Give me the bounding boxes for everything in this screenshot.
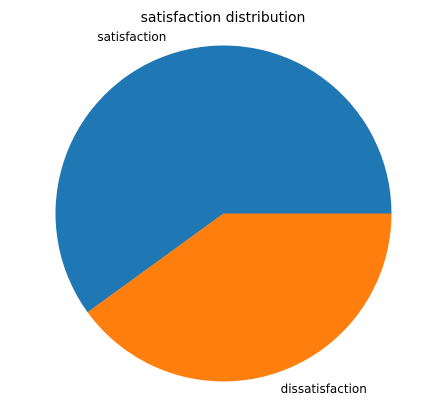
pie-slice-satisfaction [55,45,392,313]
pie-slice-dissatisfaction [87,213,392,382]
pie-slices [55,45,392,382]
chart-title: satisfaction distribution [141,10,306,26]
pie-slice-label-dissatisfaction: dissatisfaction [281,382,367,396]
pie-slice-label-satisfaction: satisfaction [97,30,166,44]
pie-slice-labels: satisfaction dissatisfaction [97,30,367,396]
